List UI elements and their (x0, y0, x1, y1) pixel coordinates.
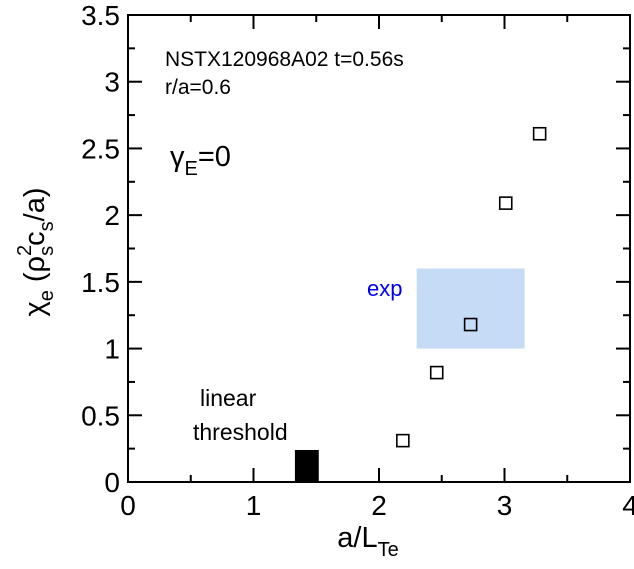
x-tick-label: 2 (371, 490, 387, 521)
y-axis-label: χe (ρ2scs/a) (14, 187, 58, 316)
x-axis-label: a/LTe (337, 522, 398, 561)
data-point (396, 433, 410, 448)
data-point (532, 126, 547, 141)
exp-region (416, 268, 525, 349)
marks-layer (396, 126, 547, 448)
exp-label: exp (367, 276, 402, 301)
threshold-label-line2: threshold (193, 419, 288, 445)
x-tick-label: 0 (120, 490, 136, 521)
radius-annotation: r/a=0.6 (165, 76, 231, 99)
y-tick-label: 1.5 (81, 267, 120, 298)
region-layer (294, 268, 525, 482)
shot-annotation: NSTX120968A02 t=0.56s (165, 48, 404, 71)
x-tick-label: 1 (246, 490, 262, 521)
y-tick-label: 3.5 (81, 0, 120, 31)
y-tick-label: 2 (104, 200, 120, 231)
y-tick-label: 0 (104, 467, 120, 498)
linear-threshold-bar (294, 449, 319, 482)
data-point (498, 196, 513, 210)
gamma-annotation: γE=0 (170, 141, 231, 180)
y-tick-label: 3 (104, 67, 120, 98)
y-tick-label: 1 (104, 334, 120, 365)
x-tick-label: 4 (622, 490, 634, 521)
y-tick-label: 0.5 (81, 400, 120, 431)
x-tick-label: 3 (497, 490, 513, 521)
y-tick-label: 2.5 (81, 133, 120, 164)
data-point (429, 365, 444, 380)
ticks-layer: 0 1 2 3 4 0 0.5 1 1.5 2 2.5 3 3.5 (81, 0, 634, 521)
threshold-label-line1: linear (200, 385, 257, 411)
data-point (463, 317, 478, 332)
